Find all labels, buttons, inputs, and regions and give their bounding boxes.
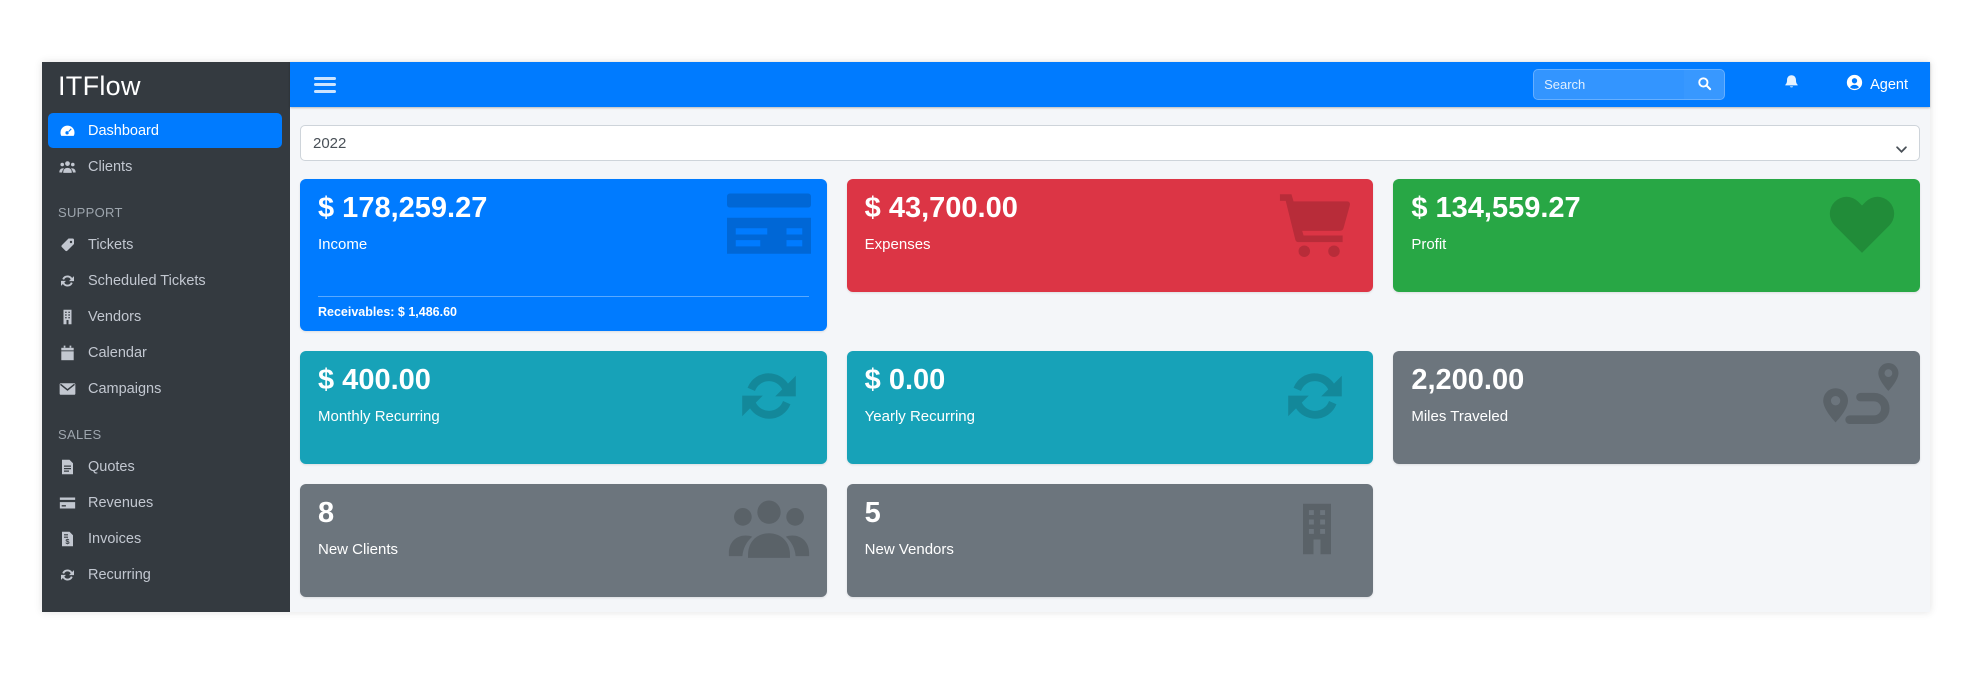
empty-grid-cell xyxy=(1393,484,1920,485)
svg-text:$: $ xyxy=(65,537,70,546)
itflow-app-window: ITFlow Dashboard Clients SUPPORT xyxy=(42,62,1930,612)
card-expenses: $ 43,700.00 Expenses xyxy=(846,179,1374,292)
notifications-button[interactable] xyxy=(1783,74,1800,96)
sidebar-item-label: Revenues xyxy=(88,494,154,511)
year-select[interactable]: 2022 xyxy=(300,125,1920,161)
credit-card-icon xyxy=(58,494,77,511)
file-invoice-dollar-icon: $ xyxy=(58,530,77,547)
card-value: $ 400.00 xyxy=(318,364,431,396)
card-label: Income xyxy=(318,236,368,254)
tag-icon xyxy=(58,236,77,253)
user-circle-icon xyxy=(1846,74,1863,95)
card-income: $ 178,259.27 Income Receivables: $ 1,486… xyxy=(300,179,827,331)
calendar-icon xyxy=(58,344,77,361)
sidebar-item-invoices[interactable]: $ Invoices xyxy=(48,521,282,556)
heart-icon xyxy=(1829,196,1895,253)
card-yearly-recurring: $ 0.00 Yearly Recurring xyxy=(846,351,1374,464)
search-input[interactable] xyxy=(1534,70,1685,99)
sync-icon xyxy=(58,272,77,289)
sidebar-item-calendar[interactable]: Calendar xyxy=(48,335,282,370)
brand-logo[interactable]: ITFlow xyxy=(58,71,141,101)
card-monthly-recurring: $ 400.00 Monthly Recurring xyxy=(300,351,827,464)
card-label: Miles Traveled xyxy=(1411,408,1509,426)
sidebar-item-dashboard[interactable]: Dashboard xyxy=(48,113,282,148)
sync-icon xyxy=(741,373,796,419)
sidebar-item-label: Dashboard xyxy=(88,122,159,139)
sidebar-item-label: Quotes xyxy=(88,458,135,475)
sidebar-item-revenues[interactable]: Revenues xyxy=(48,485,282,520)
year-filter: 2022 xyxy=(300,125,1920,161)
user-label: Agent xyxy=(1870,76,1908,93)
card-value: $ 134,559.27 xyxy=(1411,192,1581,224)
users-icon xyxy=(58,158,77,175)
card-profit: $ 134,559.27 Profit xyxy=(1393,179,1920,292)
sidebar-item-label: Tickets xyxy=(88,236,134,253)
search-icon xyxy=(1697,76,1712,94)
card-value: 8 xyxy=(318,497,335,529)
card-value: 5 xyxy=(864,497,881,529)
sidebar-item-campaigns[interactable]: Campaigns xyxy=(48,371,282,406)
stat-cards-grid: $ 178,259.27 Income Receivables: $ 1,486… xyxy=(300,179,1920,597)
sidebar-section-support: SUPPORT xyxy=(58,205,123,220)
money-check-icon xyxy=(726,193,811,254)
sidebar-nav: Dashboard Clients SUPPORT Tickets xyxy=(42,108,290,593)
sync-icon xyxy=(58,566,77,583)
sidebar-toggle-button[interactable] xyxy=(314,76,336,93)
card-miles-traveled: 2,200.00 Miles Traveled xyxy=(1393,351,1920,464)
card-value: $ 178,259.27 xyxy=(318,192,488,224)
navbar-search xyxy=(1533,69,1726,100)
top-navbar: Agent xyxy=(290,62,1930,107)
search-button[interactable] xyxy=(1684,70,1725,99)
sidebar-item-label: Recurring xyxy=(88,566,151,583)
building-icon xyxy=(1303,503,1332,555)
card-label: Expenses xyxy=(864,236,931,254)
users-icon xyxy=(728,500,809,558)
card-label: Profit xyxy=(1411,236,1447,254)
navbar-right: Agent xyxy=(1533,69,1916,100)
sidebar: ITFlow Dashboard Clients SUPPORT xyxy=(42,62,290,612)
card-new-clients: 8 New Clients xyxy=(300,484,827,597)
card-label: New Clients xyxy=(318,541,399,559)
sidebar-item-tickets[interactable]: Tickets xyxy=(48,227,282,262)
file-icon xyxy=(58,458,77,475)
card-footer-receivables: Receivables: $ 1,486.60 xyxy=(318,296,809,319)
sidebar-item-label: Vendors xyxy=(88,308,142,325)
envelope-icon xyxy=(58,380,77,397)
sidebar-item-label: Scheduled Tickets xyxy=(88,272,206,289)
route-icon xyxy=(1823,363,1899,424)
bell-icon xyxy=(1783,74,1800,96)
shopping-cart-icon xyxy=(1280,194,1351,257)
card-value: $ 43,700.00 xyxy=(864,192,1018,224)
tachometer-icon xyxy=(58,122,77,139)
card-label: Yearly Recurring xyxy=(864,408,975,426)
card-value: 2,200.00 xyxy=(1411,364,1525,396)
sidebar-item-label: Clients xyxy=(88,158,133,175)
card-label: Monthly Recurring xyxy=(318,408,440,426)
sidebar-item-recurring[interactable]: Recurring xyxy=(48,557,282,592)
card-new-vendors: 5 New Vendors xyxy=(846,484,1374,597)
sidebar-item-label: Invoices xyxy=(88,530,142,547)
sidebar-section-sales: SALES xyxy=(58,427,102,442)
sidebar-item-clients[interactable]: Clients xyxy=(48,149,282,184)
card-label: New Vendors xyxy=(864,541,954,559)
sidebar-item-vendors[interactable]: Vendors xyxy=(48,299,282,334)
sidebar-item-label: Calendar xyxy=(88,344,147,361)
main-column: Agent 2022 $ 178,259.27 xyxy=(290,62,1930,612)
sidebar-item-scheduled-tickets[interactable]: Scheduled Tickets xyxy=(48,263,282,298)
sidebar-item-quotes[interactable]: Quotes xyxy=(48,449,282,484)
building-icon xyxy=(58,308,77,325)
card-value: $ 0.00 xyxy=(864,364,946,396)
user-menu[interactable]: Agent xyxy=(1846,74,1916,95)
sync-icon xyxy=(1288,373,1343,419)
sidebar-item-label: Campaigns xyxy=(88,380,162,397)
dashboard-content: 2022 $ 178,259.27 Income xyxy=(290,107,1930,612)
